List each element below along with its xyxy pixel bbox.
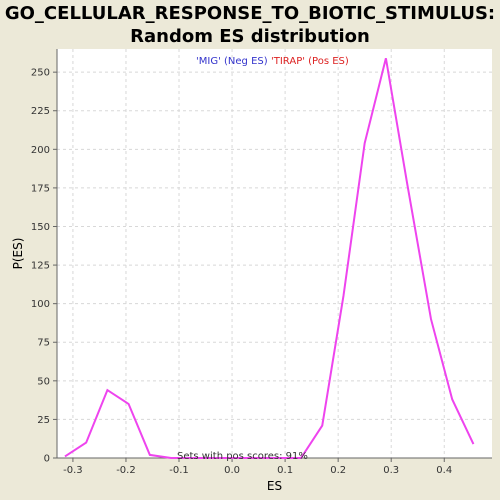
y-tick-label: 25 <box>37 415 50 426</box>
x-tick-label: 0.2 <box>330 465 346 476</box>
x-tick-label: 0.3 <box>383 465 399 476</box>
legend-neg-label: 'MIG' (Neg ES) <box>196 56 268 67</box>
x-tick-label: -0.3 <box>63 465 83 476</box>
y-tick-label: 150 <box>31 222 50 233</box>
x-tick-label: -0.2 <box>116 465 136 476</box>
y-axis-ticks: 0 25 50 75 100 125 150 175 200 225 250 <box>31 68 57 465</box>
pos-scores-annotation: Sets with pos scores: 91% <box>177 451 308 462</box>
chart-title-line2: Random ES distribution <box>130 26 370 47</box>
y-tick-label: 75 <box>37 338 50 349</box>
chart-title: GO_CELLULAR_RESPONSE_TO_BIOTIC_STIMULUS:… <box>0 2 500 48</box>
y-tick-label: 200 <box>31 145 50 156</box>
y-tick-label: 50 <box>37 376 50 387</box>
distribution-line <box>64 58 475 459</box>
y-tick-label: 225 <box>31 106 50 117</box>
y-tick-label: 175 <box>31 183 50 194</box>
x-tick-label: 0.0 <box>224 465 240 476</box>
y-tick-label: 0 <box>44 454 50 465</box>
x-tick-label: 0.1 <box>277 465 293 476</box>
y-tick-label: 125 <box>31 261 50 272</box>
y-axis-label: P(ES) <box>11 238 25 270</box>
x-tick-label: 0.4 <box>436 465 452 476</box>
x-tick-label: -0.1 <box>169 465 189 476</box>
y-tick-label: 250 <box>31 68 50 79</box>
x-axis-label: ES <box>267 479 282 493</box>
y-tick-label: 100 <box>31 299 50 310</box>
chart-title-line1: GO_CELLULAR_RESPONSE_TO_BIOTIC_STIMULUS: <box>4 3 496 24</box>
legend-pos-label: 'TIRAP' (Pos ES) <box>271 56 349 67</box>
